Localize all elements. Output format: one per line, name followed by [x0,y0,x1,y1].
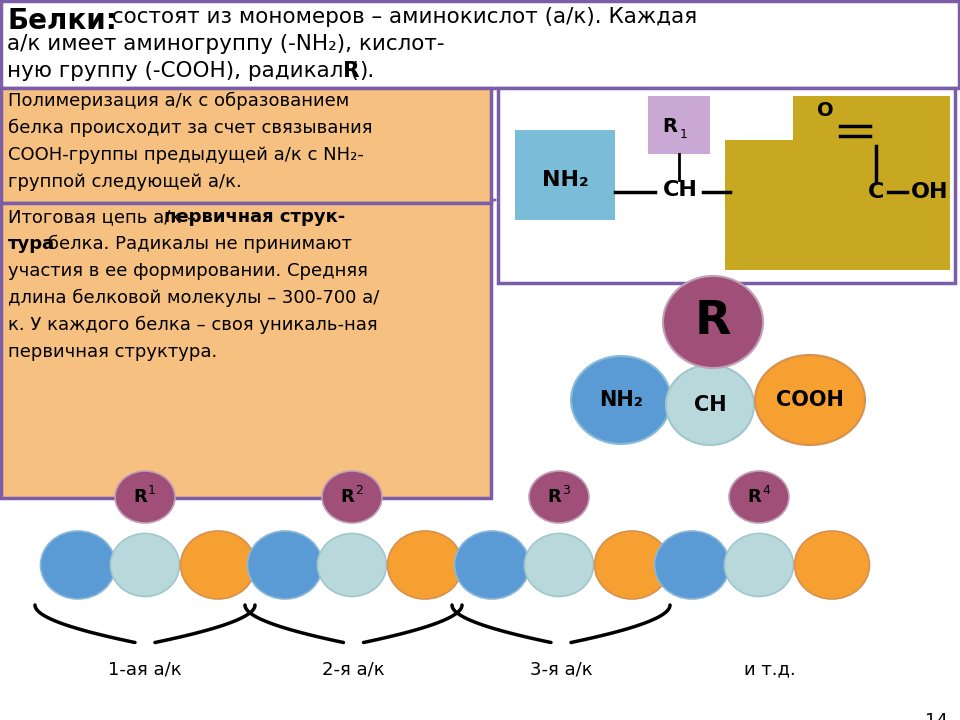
Text: R: R [343,61,359,81]
Text: белка происходит за счет связывания: белка происходит за счет связывания [8,119,372,138]
Ellipse shape [795,531,870,599]
Ellipse shape [729,471,789,523]
Text: NH₂: NH₂ [541,170,588,190]
Text: 3-я а/к: 3-я а/к [530,660,592,678]
Text: состоят из мономеров – аминокислот (а/к). Каждая: состоят из мономеров – аминокислот (а/к)… [105,7,697,27]
Ellipse shape [663,276,763,368]
Ellipse shape [725,534,794,596]
Text: а/к имеет аминогруппу (-NH₂), кислот-: а/к имеет аминогруппу (-NH₂), кислот- [7,34,444,54]
Text: 1-ая а/к: 1-ая а/к [108,660,181,678]
Text: 1: 1 [680,128,688,142]
Ellipse shape [655,531,730,599]
FancyBboxPatch shape [515,130,615,220]
FancyBboxPatch shape [793,96,950,146]
Text: CH: CH [694,395,727,415]
Text: Белки:: Белки: [7,7,117,35]
Ellipse shape [571,356,671,444]
Text: СООН-группы предыдущей а/к с NH₂-: СООН-группы предыдущей а/к с NH₂- [8,146,364,164]
Text: NH₂: NH₂ [599,390,643,410]
Text: 2-я а/к: 2-я а/к [322,660,384,678]
Ellipse shape [529,471,589,523]
Ellipse shape [524,534,593,596]
FancyBboxPatch shape [498,88,955,283]
Text: 14: 14 [925,712,948,720]
Text: OH: OH [911,182,948,202]
Text: участия в ее формировании. Средняя: участия в ее формировании. Средняя [8,262,368,280]
Text: R: R [747,488,761,506]
Text: первичная струк-: первичная струк- [164,208,346,226]
Text: к. У каждого белка – своя уникаль-ная: к. У каждого белка – своя уникаль-ная [8,316,377,334]
Text: Полимеризация а/к с образованием: Полимеризация а/к с образованием [8,92,349,110]
Text: R: R [695,300,732,344]
Text: 2: 2 [355,485,363,498]
Text: O: O [817,101,833,120]
Text: белка. Радикалы не принимают: белка. Радикалы не принимают [42,235,352,253]
Text: первичная структура.: первичная структура. [8,343,217,361]
Text: R: R [133,488,147,506]
Text: R: R [662,117,678,137]
Text: длина белковой молекулы – 300-700 а/: длина белковой молекулы – 300-700 а/ [8,289,379,307]
Text: R: R [340,488,354,506]
Text: группой следующей а/к.: группой следующей а/к. [8,173,242,191]
Text: C: C [868,182,884,202]
Ellipse shape [666,365,754,445]
Text: ную группу (-СООН), радикал (: ную группу (-СООН), радикал ( [7,61,359,81]
FancyBboxPatch shape [1,1,959,88]
Ellipse shape [755,355,865,445]
Ellipse shape [318,534,387,596]
FancyBboxPatch shape [648,96,710,154]
FancyBboxPatch shape [725,140,950,270]
Text: 1: 1 [148,485,156,498]
FancyBboxPatch shape [1,203,491,498]
FancyBboxPatch shape [1,88,491,203]
Text: COOH: COOH [776,390,844,410]
Ellipse shape [594,531,669,599]
Ellipse shape [115,471,175,523]
Ellipse shape [248,531,323,599]
Text: тура: тура [8,235,55,253]
Ellipse shape [180,531,255,599]
Ellipse shape [110,534,180,596]
Text: и т.д.: и т.д. [744,660,796,678]
Text: 3: 3 [562,485,570,498]
Text: Итоговая цепь а/к –: Итоговая цепь а/к – [8,208,202,226]
Ellipse shape [40,531,115,599]
Text: ).: ). [359,61,374,81]
Text: 4: 4 [762,485,770,498]
Ellipse shape [322,471,382,523]
Ellipse shape [454,531,530,599]
Text: R: R [547,488,561,506]
Ellipse shape [388,531,463,599]
Text: CH: CH [662,180,697,200]
